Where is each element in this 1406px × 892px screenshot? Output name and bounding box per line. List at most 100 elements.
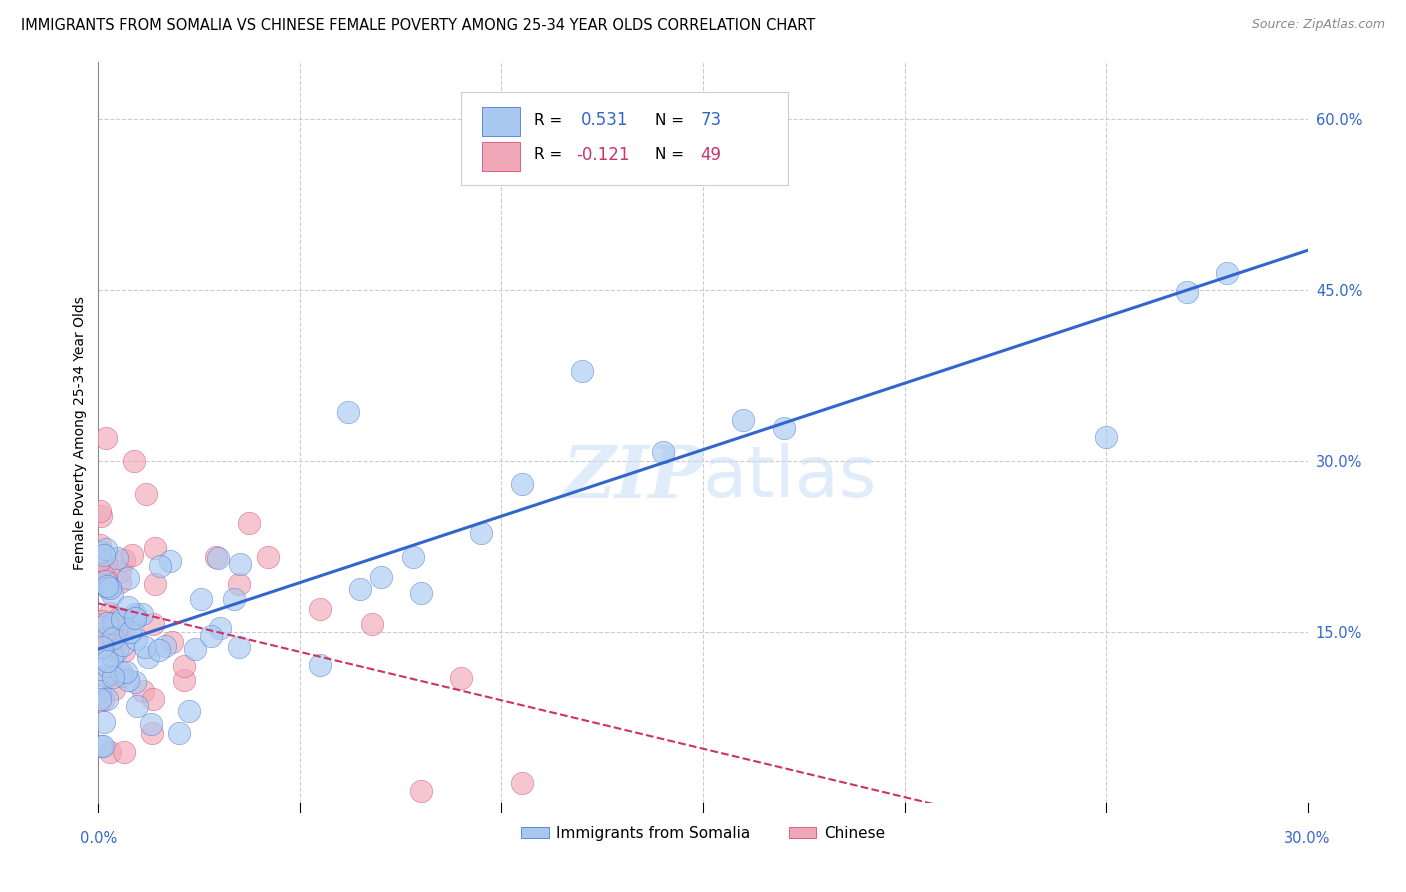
Point <box>772 421 794 435</box>
Point <box>104 634 127 648</box>
Point <box>114 552 136 566</box>
Point <box>101 649 124 664</box>
Point <box>136 649 159 664</box>
Point <box>141 617 163 632</box>
Point <box>101 586 124 600</box>
Point <box>134 640 156 655</box>
Point <box>124 609 146 624</box>
Point <box>228 640 250 654</box>
Point <box>228 557 250 571</box>
Point <box>96 658 118 673</box>
Point <box>117 600 139 615</box>
Point <box>90 739 112 753</box>
Text: IMMIGRANTS FROM SOMALIA VS CHINESE FEMALE POVERTY AMONG 25-34 YEAR OLDS CORRELAT: IMMIGRANTS FROM SOMALIA VS CHINESE FEMAL… <box>21 18 815 33</box>
Point <box>98 746 121 760</box>
Point <box>148 642 170 657</box>
Point <box>337 405 360 419</box>
Point <box>733 413 755 427</box>
Point <box>124 607 146 622</box>
Point <box>105 551 128 566</box>
Point <box>97 581 120 595</box>
Point <box>91 739 114 753</box>
Point <box>124 675 146 690</box>
Point <box>96 579 118 593</box>
Point <box>309 657 332 672</box>
Point <box>114 619 136 633</box>
Point <box>224 591 246 606</box>
Point <box>90 558 112 573</box>
FancyBboxPatch shape <box>461 92 787 185</box>
Point <box>160 635 183 649</box>
Point <box>409 586 432 600</box>
Point <box>571 364 593 378</box>
Text: 73: 73 <box>700 112 721 129</box>
Point <box>205 550 228 565</box>
Point <box>94 573 117 587</box>
Point <box>200 629 222 643</box>
Point <box>117 673 139 687</box>
Point <box>94 668 117 682</box>
Point <box>131 683 153 698</box>
Point <box>141 717 163 731</box>
Point <box>103 681 125 696</box>
Point <box>143 541 166 555</box>
Point <box>96 431 118 445</box>
Point <box>125 632 148 646</box>
Point <box>470 525 492 540</box>
Point <box>111 639 134 653</box>
Point <box>100 581 122 595</box>
Point <box>89 683 111 698</box>
Point <box>228 577 250 591</box>
Point <box>510 477 533 491</box>
Point <box>91 640 114 655</box>
Point <box>111 669 134 683</box>
Text: 0.531: 0.531 <box>581 112 628 129</box>
Point <box>349 582 371 596</box>
Point <box>93 548 115 562</box>
Point <box>90 509 112 524</box>
Point <box>1216 266 1239 280</box>
Point <box>89 545 111 559</box>
Point <box>190 591 212 606</box>
Point <box>112 644 135 658</box>
Point <box>89 633 111 648</box>
Point <box>238 516 260 531</box>
Point <box>125 698 148 713</box>
FancyBboxPatch shape <box>482 107 520 136</box>
Point <box>141 725 163 739</box>
Text: ZIP: ZIP <box>562 442 703 513</box>
Text: Source: ZipAtlas.com: Source: ZipAtlas.com <box>1251 18 1385 31</box>
Point <box>89 692 111 706</box>
Point <box>1175 285 1198 299</box>
Text: 49: 49 <box>700 146 721 164</box>
Point <box>111 612 134 626</box>
Point <box>96 654 118 668</box>
Point <box>173 673 195 687</box>
Point <box>101 632 124 646</box>
Y-axis label: Female Poverty Among 25-34 Year Olds: Female Poverty Among 25-34 Year Olds <box>73 295 87 570</box>
Point <box>110 665 132 679</box>
Point <box>207 551 229 566</box>
Point <box>402 550 425 565</box>
Point <box>142 691 165 706</box>
Legend: Immigrants from Somalia, Chinese: Immigrants from Somalia, Chinese <box>515 820 891 847</box>
Point <box>94 574 117 588</box>
Point <box>149 558 172 573</box>
Text: -0.121: -0.121 <box>576 146 630 164</box>
Point <box>124 611 146 625</box>
FancyBboxPatch shape <box>482 142 520 171</box>
Point <box>94 556 117 570</box>
Point <box>108 611 131 625</box>
Point <box>101 616 124 631</box>
Point <box>256 549 278 564</box>
Point <box>121 549 143 563</box>
Point <box>112 745 135 759</box>
Text: N =: N = <box>655 112 689 128</box>
Point <box>93 714 115 729</box>
Point <box>110 564 132 578</box>
Text: N =: N = <box>655 147 689 162</box>
Point <box>309 601 332 615</box>
Point <box>117 571 139 585</box>
Point <box>143 577 166 591</box>
Point <box>89 538 111 552</box>
